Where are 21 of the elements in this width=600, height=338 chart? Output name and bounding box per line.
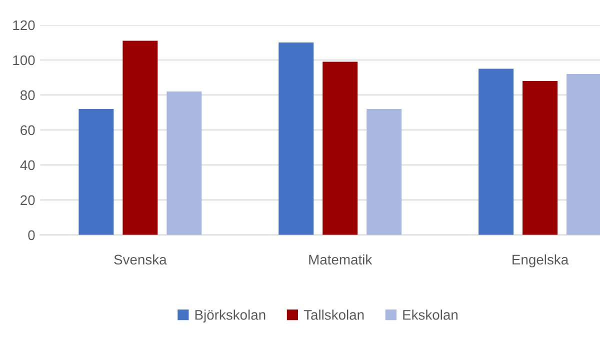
x-tick-label: Matematik: [309, 254, 372, 265]
bar: [522, 80, 558, 235]
y-tick-label: 100: [13, 55, 35, 66]
x-tick-label: Engelska: [512, 254, 569, 268]
y-tick-label: 20: [20, 195, 35, 206]
bar: [322, 62, 358, 235]
bar: [278, 42, 314, 235]
y-tick-label: 40: [20, 160, 35, 170]
y-tick-label: 80: [20, 90, 35, 100]
bar: [166, 91, 202, 235]
legend-label: Ekskolan: [403, 310, 458, 320]
legend-label: Tallskolan: [304, 310, 364, 320]
bar: [478, 68, 514, 235]
y-tick-label: 60: [20, 125, 35, 136]
legend-label: Björkskolan: [195, 310, 266, 323]
bar: [366, 108, 402, 235]
y-tick-label: 120: [13, 20, 35, 30]
bar: [122, 40, 158, 235]
y-tick-label: 0: [28, 230, 35, 240]
x-tick-label: Svenska: [114, 254, 167, 265]
bar: [78, 108, 114, 235]
